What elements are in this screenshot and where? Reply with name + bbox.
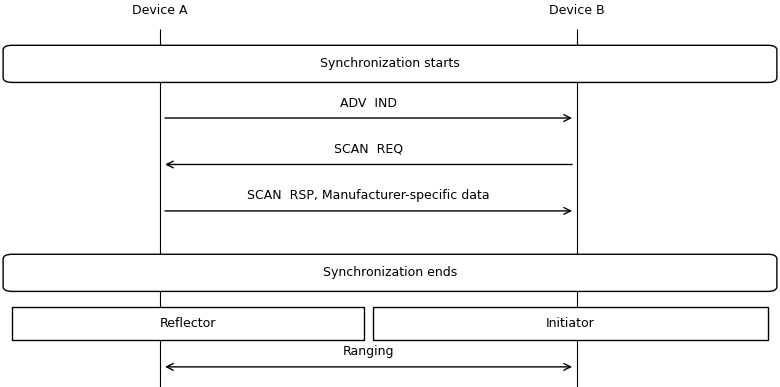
Text: Synchronization ends: Synchronization ends: [323, 266, 457, 279]
Text: Ranging: Ranging: [342, 345, 395, 358]
Text: SCAN  RSP, Manufacturer-specific data: SCAN RSP, Manufacturer-specific data: [247, 189, 490, 202]
Text: Device A: Device A: [132, 4, 188, 17]
Text: Device B: Device B: [549, 4, 605, 17]
Text: Initiator: Initiator: [546, 317, 594, 330]
Text: Synchronization starts: Synchronization starts: [320, 57, 460, 70]
Bar: [373, 307, 768, 340]
Bar: [12, 307, 363, 340]
Text: Reflector: Reflector: [160, 317, 216, 330]
Text: SCAN  REQ: SCAN REQ: [334, 143, 403, 156]
FancyBboxPatch shape: [3, 254, 777, 291]
FancyBboxPatch shape: [3, 45, 777, 82]
Text: ADV  IND: ADV IND: [340, 96, 397, 110]
